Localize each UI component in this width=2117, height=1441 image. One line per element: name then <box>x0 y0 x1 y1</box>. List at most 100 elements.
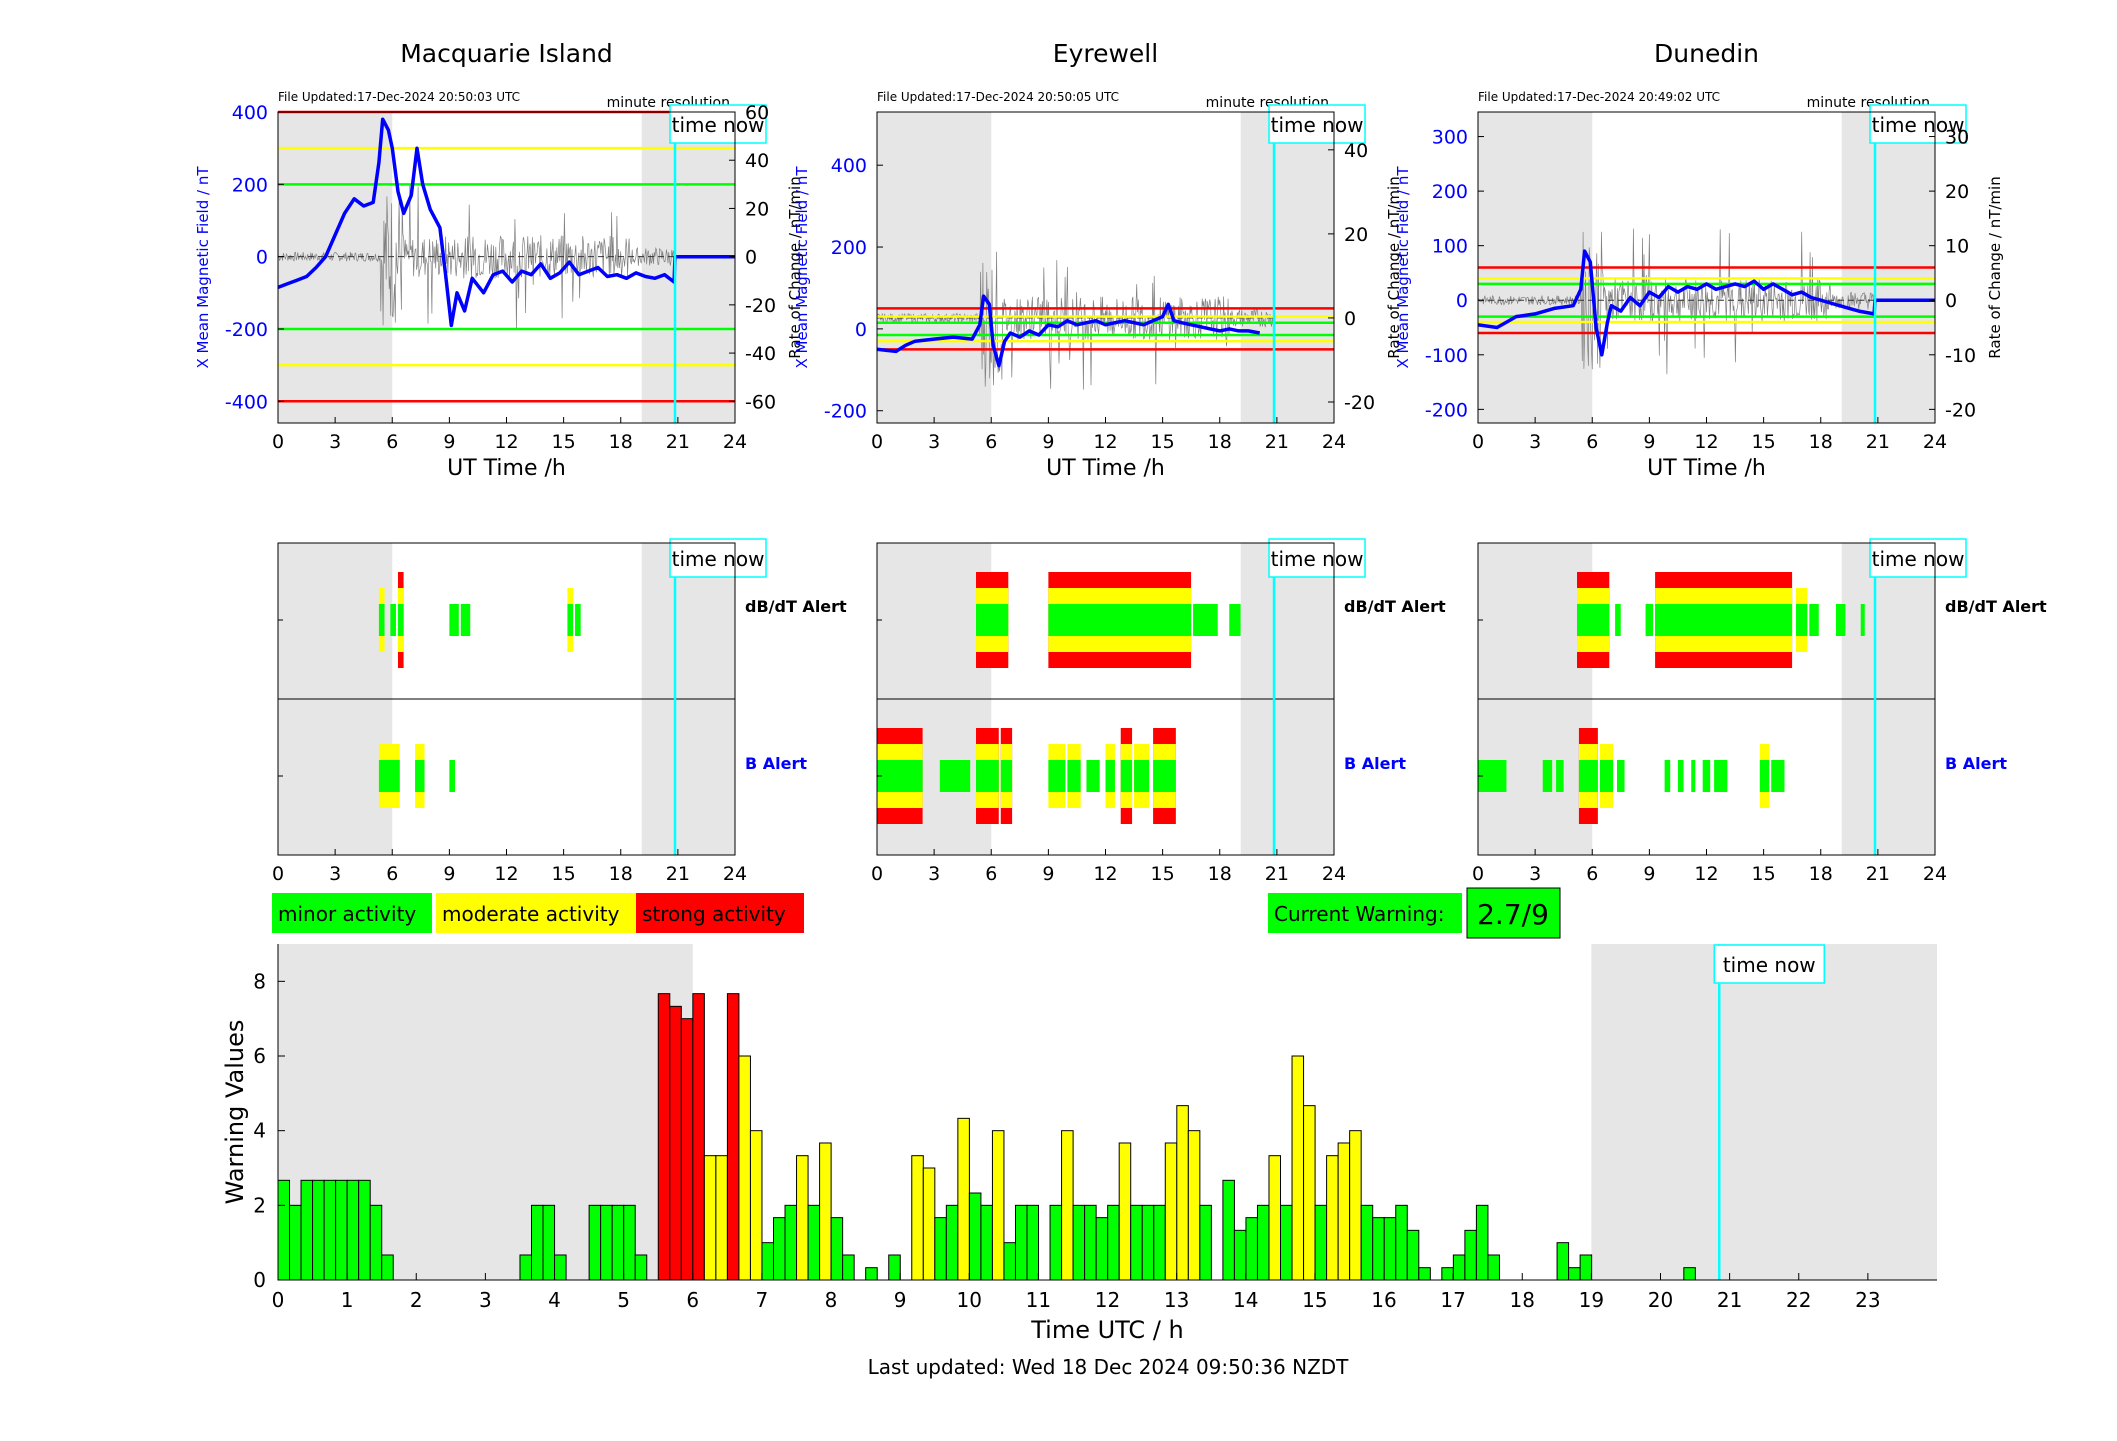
chart-y-tick-label: 6 <box>253 1044 266 1068</box>
balert-block-2-minor-3 <box>1578 760 1598 792</box>
x-tick-label-2: 18 <box>1809 431 1833 453</box>
chart-y-tick-label: 4 <box>253 1119 266 1143</box>
balert-block-2-minor-2 <box>1556 760 1564 792</box>
warning-bar <box>807 1204 821 1281</box>
alert-x-tick-label-0: 21 <box>666 863 690 885</box>
x-tick-label-0: 15 <box>552 431 576 453</box>
alert-x-tick-label-1: 21 <box>1265 863 1289 885</box>
left-axis-label-2: X Mean Magnetic Field / nT <box>1394 166 1412 369</box>
current-warning-label: Current Warning: <box>1274 902 1444 926</box>
left-tick-label-0: -200 <box>225 319 268 341</box>
warning-bar <box>1026 1204 1040 1281</box>
warning-bar <box>600 1204 613 1281</box>
field-series-0 <box>277 117 735 328</box>
warning-bar <box>1314 1204 1328 1281</box>
warning-bar <box>519 1254 533 1281</box>
x-tick-label-0: 12 <box>494 431 518 453</box>
legend-strong-swatch <box>636 893 804 933</box>
rate-of-change-trace-0 <box>277 184 675 331</box>
warning-bar <box>1326 1155 1339 1281</box>
right-tick-label-0: -60 <box>745 391 776 413</box>
warning-bar <box>1049 1204 1063 1281</box>
x-tick-label-0: 0 <box>272 431 284 453</box>
alert-x-tick-label-0: 18 <box>609 863 633 885</box>
dbdt-block-1-minor-0 <box>976 604 1009 636</box>
chart-x-tick-label: 4 <box>548 1288 561 1312</box>
warning-bar <box>588 1204 602 1281</box>
warning-bar <box>554 1254 567 1281</box>
warning-bar <box>1003 1242 1016 1281</box>
warning-bar <box>830 1217 844 1281</box>
alert-x-tick-label-2: 9 <box>1643 863 1655 885</box>
right-axis-label-1: Rate of Change / nT/min <box>1385 176 1403 358</box>
balert-block-1-minor-1 <box>939 760 971 792</box>
warning-bar <box>1084 1204 1097 1281</box>
dbdt-block-1-minor-2 <box>1193 604 1218 636</box>
chart-night-shade-1 <box>1591 944 1937 1280</box>
warning-bar <box>1061 1130 1074 1281</box>
station-title-1: Eyrewell <box>1053 39 1158 68</box>
alert-x-tick-label-1: 12 <box>1093 863 1117 885</box>
warning-bar <box>1072 1204 1086 1281</box>
warning-bar <box>1187 1130 1201 1281</box>
chart-x-tick-label: 21 <box>1717 1288 1742 1312</box>
alert-x-tick-label-2: 15 <box>1752 863 1776 885</box>
balert-block-0-minor-1 <box>415 760 425 792</box>
legend-strong-label: strong activity <box>642 902 786 926</box>
legend-minor-label: minor activity <box>278 902 416 926</box>
warning-bar <box>1383 1217 1397 1281</box>
file-updated-2: File Updated:17-Dec-2024 20:49:02 UTC <box>1478 90 1720 104</box>
warning-bar <box>1579 1254 1593 1281</box>
chart-x-tick-label: 5 <box>617 1288 630 1312</box>
alert-time-now-box-2 <box>1869 538 1967 578</box>
warning-bar <box>726 993 740 1281</box>
warning-bar <box>1372 1217 1385 1281</box>
x-tick-label-2: 6 <box>1586 431 1598 453</box>
time-now-box-1 <box>1268 104 1366 144</box>
chart-x-tick-label: 23 <box>1855 1288 1880 1312</box>
balert-block-2-minor-7 <box>1677 760 1684 792</box>
right-tick-label-0: -40 <box>745 343 776 365</box>
warning-bar <box>300 1179 314 1281</box>
warning-bar <box>911 1155 924 1281</box>
warning-bar <box>1245 1217 1258 1281</box>
warning-bar <box>1233 1229 1247 1281</box>
alert-time-now-box-1 <box>1268 538 1366 578</box>
dbdt-block-2-minor-7 <box>1860 604 1865 636</box>
chart-x-tick-label: 13 <box>1164 1288 1189 1312</box>
balert-block-1-minor-7 <box>1105 760 1115 792</box>
right-tick-label-0: 0 <box>745 247 757 269</box>
x-tick-label-2: 0 <box>1472 431 1484 453</box>
chart-x-tick-label: 0 <box>272 1288 285 1312</box>
alert-x-tick-label-1: 24 <box>1322 863 1346 885</box>
left-tick-label-2: 0 <box>1456 290 1468 312</box>
warning-bar <box>1176 1105 1189 1281</box>
alert-x-tick-label-1: 9 <box>1042 863 1054 885</box>
x-tick-label-0: 18 <box>609 431 633 453</box>
warning-bar <box>1130 1204 1143 1281</box>
left-tick-label-1: 200 <box>831 237 867 259</box>
right-tick-label-2: 20 <box>1945 181 1969 203</box>
alert-x-tick-label-0: 12 <box>494 863 518 885</box>
alert-time-now-box-0 <box>669 538 767 578</box>
legend-moderate-swatch <box>436 893 636 933</box>
warning-bar <box>1487 1254 1500 1281</box>
rate-of-change-trace-1 <box>876 251 1274 390</box>
x-tick-label-0: 6 <box>386 431 398 453</box>
warning-bar <box>865 1267 878 1281</box>
warning-bar <box>749 1130 763 1281</box>
alert-x-tick-label-0: 0 <box>272 863 284 885</box>
right-tick-label-2: 0 <box>1945 290 1957 312</box>
dbdt-block-1-minor-3 <box>1229 604 1241 636</box>
x-tick-label-1: 3 <box>928 431 940 453</box>
x-tick-label-0: 24 <box>723 431 747 453</box>
x-tick-label-2: 9 <box>1643 431 1655 453</box>
warning-bar <box>680 1018 694 1281</box>
alert-x-tick-label-0: 9 <box>443 863 455 885</box>
time-now-box-2 <box>1869 104 1967 144</box>
warning-bar <box>703 1155 717 1281</box>
warning-bar <box>623 1204 636 1281</box>
night-shade-0-1 <box>641 112 735 423</box>
field-series-2 <box>1477 249 1935 357</box>
dbdt-block-0-minor-3 <box>449 604 459 636</box>
